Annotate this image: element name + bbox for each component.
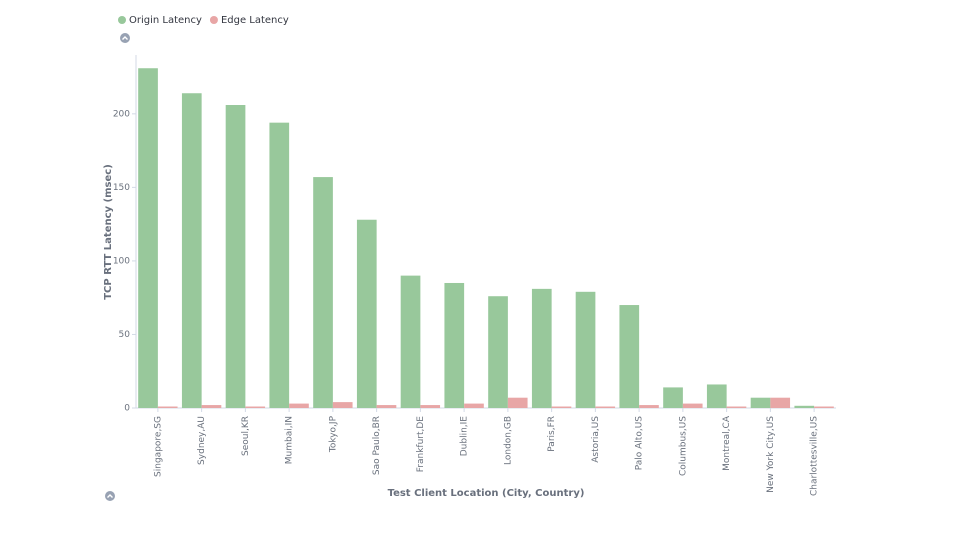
y-tick-label: 50 — [119, 330, 131, 340]
bar — [639, 405, 659, 408]
x-tick-label: Sydney,AU — [197, 416, 207, 465]
y-axis-title: TCP RTT Latency (msec) — [103, 164, 114, 300]
bar — [663, 387, 683, 408]
legend: Origin Latency Edge Latency — [118, 15, 289, 26]
x-tick-label: Sao Paulo,BR — [372, 416, 382, 475]
bar — [575, 291, 596, 408]
x-tick-label: London,GB — [503, 416, 513, 465]
x-tick-label: Paris,FR — [547, 416, 557, 452]
collapse-icon[interactable] — [120, 33, 130, 43]
bar — [376, 405, 397, 408]
bar — [138, 68, 158, 409]
legend-swatch — [118, 16, 126, 24]
bar — [289, 403, 309, 408]
x-tick-label: Montreal,CA — [722, 415, 732, 471]
bar — [726, 406, 747, 408]
bar — [420, 405, 441, 408]
bar — [770, 397, 791, 408]
x-tick-label: New York City,US — [766, 416, 776, 493]
bar — [444, 282, 465, 408]
bar — [332, 402, 353, 408]
bar — [619, 305, 640, 408]
x-tick-label: Singapore,SG — [153, 416, 163, 477]
legend-label: Origin Latency — [129, 15, 202, 26]
x-axis-title: Test Client Location (City, Country) — [388, 488, 585, 499]
bar — [507, 397, 528, 408]
x-tick-label: Frankfurt,DE — [416, 416, 426, 473]
bar — [356, 219, 377, 408]
x-tick-label: Tokyo,JP — [328, 415, 338, 453]
y-tick-label: 150 — [113, 183, 130, 193]
collapse-icon[interactable] — [105, 491, 115, 501]
bar — [794, 405, 815, 408]
bar — [269, 122, 290, 409]
bar — [814, 406, 834, 408]
x-tick-label: Mumbai,IN — [285, 416, 295, 464]
bar — [488, 296, 508, 408]
x-tick-label: Astoria,US — [591, 416, 601, 463]
x-tick-label: Seoul,KR — [241, 416, 251, 456]
bar — [225, 105, 246, 408]
legend-swatch — [209, 16, 218, 24]
legend-label: Edge Latency — [221, 15, 289, 26]
bar — [464, 403, 484, 408]
x-tick-label: Columbus,US — [678, 416, 688, 476]
bar — [750, 397, 771, 408]
bar — [201, 405, 222, 408]
x-tick-label: Charlottesville,US — [810, 416, 820, 496]
bar — [531, 288, 552, 408]
x-tick-label: Dublin,IE — [460, 416, 470, 457]
y-tick-label: 200 — [113, 109, 130, 119]
y-tick-label: 0 — [124, 404, 130, 414]
bar — [157, 406, 178, 408]
bar — [313, 177, 333, 408]
bar — [245, 406, 266, 408]
bar — [400, 275, 421, 408]
bar — [181, 93, 202, 408]
y-tick-label: 100 — [113, 256, 130, 266]
bar — [595, 406, 616, 408]
bar — [682, 403, 703, 408]
bar — [706, 384, 727, 408]
x-tick-label: Palo Alto,US — [635, 416, 645, 471]
bar — [551, 406, 572, 408]
